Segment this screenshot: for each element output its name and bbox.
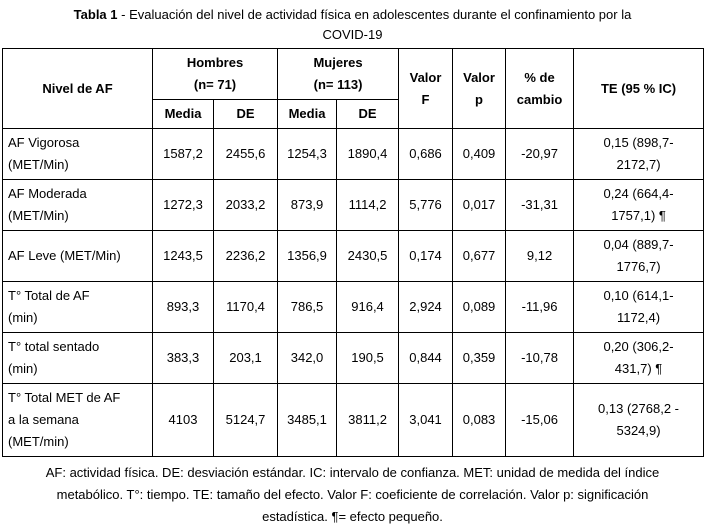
cell-media-mujeres: 1254,3 (277, 128, 338, 180)
col-group-mujeres: Mujeres (n= 113) (277, 48, 400, 100)
col-header-pct-cambio: % de cambio (505, 48, 575, 129)
col-header-media-hombres: Media (152, 99, 214, 129)
row-label: AF Moderada (MET/Min) (2, 179, 153, 231)
caption-line1: Tabla 1 - Evaluación del nivel de activi… (0, 5, 705, 25)
cell-pct-cambio: -20,97 (505, 128, 575, 180)
cell-de-mujeres: 190,5 (336, 332, 400, 384)
col-header-valor-f: Valor F (398, 48, 454, 129)
row-label: AF Vigorosa (MET/Min) (2, 128, 153, 180)
cell-pct-cambio: -15,06 (505, 383, 575, 457)
table-caption: Tabla 1 - Evaluación del nivel de activi… (0, 0, 705, 45)
cell-pct-cambio: -31,31 (505, 179, 575, 231)
row-label: T° Total MET de AF a la semana (MET/min) (2, 383, 153, 457)
cell-de-mujeres: 916,4 (336, 281, 400, 333)
col-header-valor-p: Valor p (452, 48, 507, 129)
cell-media-hombres: 1587,2 (152, 128, 214, 180)
cell-pct-cambio: 9,12 (505, 230, 575, 282)
cell-valor-p: 0,089 (452, 281, 507, 333)
cell-de-mujeres: 1890,4 (336, 128, 400, 180)
table-footnote: AF: actividad física. DE: desviación est… (45, 465, 660, 524)
cell-valor-p: 0,359 (452, 332, 507, 384)
cell-de-hombres: 203,1 (212, 332, 279, 384)
col-header-de-hombres: DE (212, 99, 279, 129)
cell-valor-f: 3,041 (398, 383, 454, 457)
cell-pct-cambio: -11,96 (505, 281, 575, 333)
cell-de-hombres: 2455,6 (212, 128, 279, 180)
cell-te: 0,24 (664,4- 1757,1) ¶ (573, 179, 705, 231)
cell-valor-f: 0,174 (398, 230, 454, 282)
col-header-te: TE (95 % IC) (573, 48, 705, 129)
cell-media-hombres: 1272,3 (152, 179, 214, 231)
activity-stats-table: Nivel de AF Hombres (n= 71) Mujeres (n= … (2, 48, 705, 457)
caption-title-text: - Evaluación del nivel de actividad físi… (117, 7, 632, 22)
cell-de-mujeres: 2430,5 (336, 230, 400, 282)
cell-te: 0,10 (614,1- 1172,4) (573, 281, 705, 333)
col-header-media-mujeres: Media (277, 99, 338, 129)
cell-te: 0,15 (898,7- 2172,7) (573, 128, 705, 180)
cell-de-hombres: 1170,4 (212, 281, 279, 333)
cell-media-mujeres: 342,0 (277, 332, 338, 384)
row-label: T° total sentado (min) (2, 332, 153, 384)
col-header-nivel-de-af: Nivel de AF (2, 48, 153, 129)
table-row-af-leve: AF Leve (MET/Min) 1243,5 2236,2 1356,9 2… (2, 230, 705, 282)
table-row-tiempo-sentado: T° total sentado (min) 383,3 203,1 342,0… (2, 332, 705, 384)
cell-valor-p: 0,409 (452, 128, 507, 180)
cell-media-hombres: 383,3 (152, 332, 214, 384)
cell-media-mujeres: 786,5 (277, 281, 338, 333)
cell-te: 0,13 (2768,2 - 5324,9) (573, 383, 705, 457)
cell-valor-f: 0,844 (398, 332, 454, 384)
cell-te: 0,04 (889,7- 1776,7) (573, 230, 705, 282)
col-group-hombres: Hombres (n= 71) (151, 48, 279, 100)
caption-table-number: Tabla 1 (73, 7, 118, 22)
col-header-de-mujeres: DE (336, 99, 400, 129)
cell-media-hombres: 4103 (152, 383, 214, 457)
cell-te: 0,20 (306,2- 431,7) ¶ (573, 332, 705, 384)
cell-de-mujeres: 3811,2 (336, 383, 400, 457)
row-label: AF Leve (MET/Min) (2, 230, 153, 282)
cell-valor-p: 0,677 (452, 230, 507, 282)
cell-de-hombres: 2033,2 (212, 179, 279, 231)
table-row-met-semana: T° Total MET de AF a la semana (MET/min)… (2, 383, 705, 457)
cell-media-mujeres: 873,9 (277, 179, 338, 231)
cell-valor-f: 2,924 (398, 281, 454, 333)
table-row-af-moderada: AF Moderada (MET/Min) 1272,3 2033,2 873,… (2, 179, 705, 231)
caption-line2: COVID-19 (322, 27, 383, 42)
cell-valor-f: 0,686 (398, 128, 454, 180)
cell-media-hombres: 1243,5 (152, 230, 214, 282)
cell-pct-cambio: -10,78 (505, 332, 575, 384)
cell-valor-f: 5,776 (398, 179, 454, 231)
cell-valor-p: 0,017 (452, 179, 507, 231)
header-row-subcolumns: Media DE Media DE (3, 99, 704, 129)
row-label: T° Total de AF (min) (2, 281, 153, 333)
table-row-tiempo-total-af: T° Total de AF (min) 893,3 1170,4 786,5 … (2, 281, 705, 333)
header-row-groups: Nivel de AF Hombres (n= 71) Mujeres (n= … (2, 48, 705, 129)
cell-de-hombres: 2236,2 (212, 230, 279, 282)
table-row-af-vigorosa: AF Vigorosa (MET/Min) 1587,2 2455,6 1254… (2, 128, 705, 180)
cell-de-mujeres: 1114,2 (336, 179, 400, 231)
cell-media-hombres: 893,3 (152, 281, 214, 333)
cell-media-mujeres: 1356,9 (277, 230, 338, 282)
cell-media-mujeres: 3485,1 (277, 383, 338, 457)
cell-valor-p: 0,083 (452, 383, 507, 457)
cell-de-hombres: 5124,7 (212, 383, 279, 457)
